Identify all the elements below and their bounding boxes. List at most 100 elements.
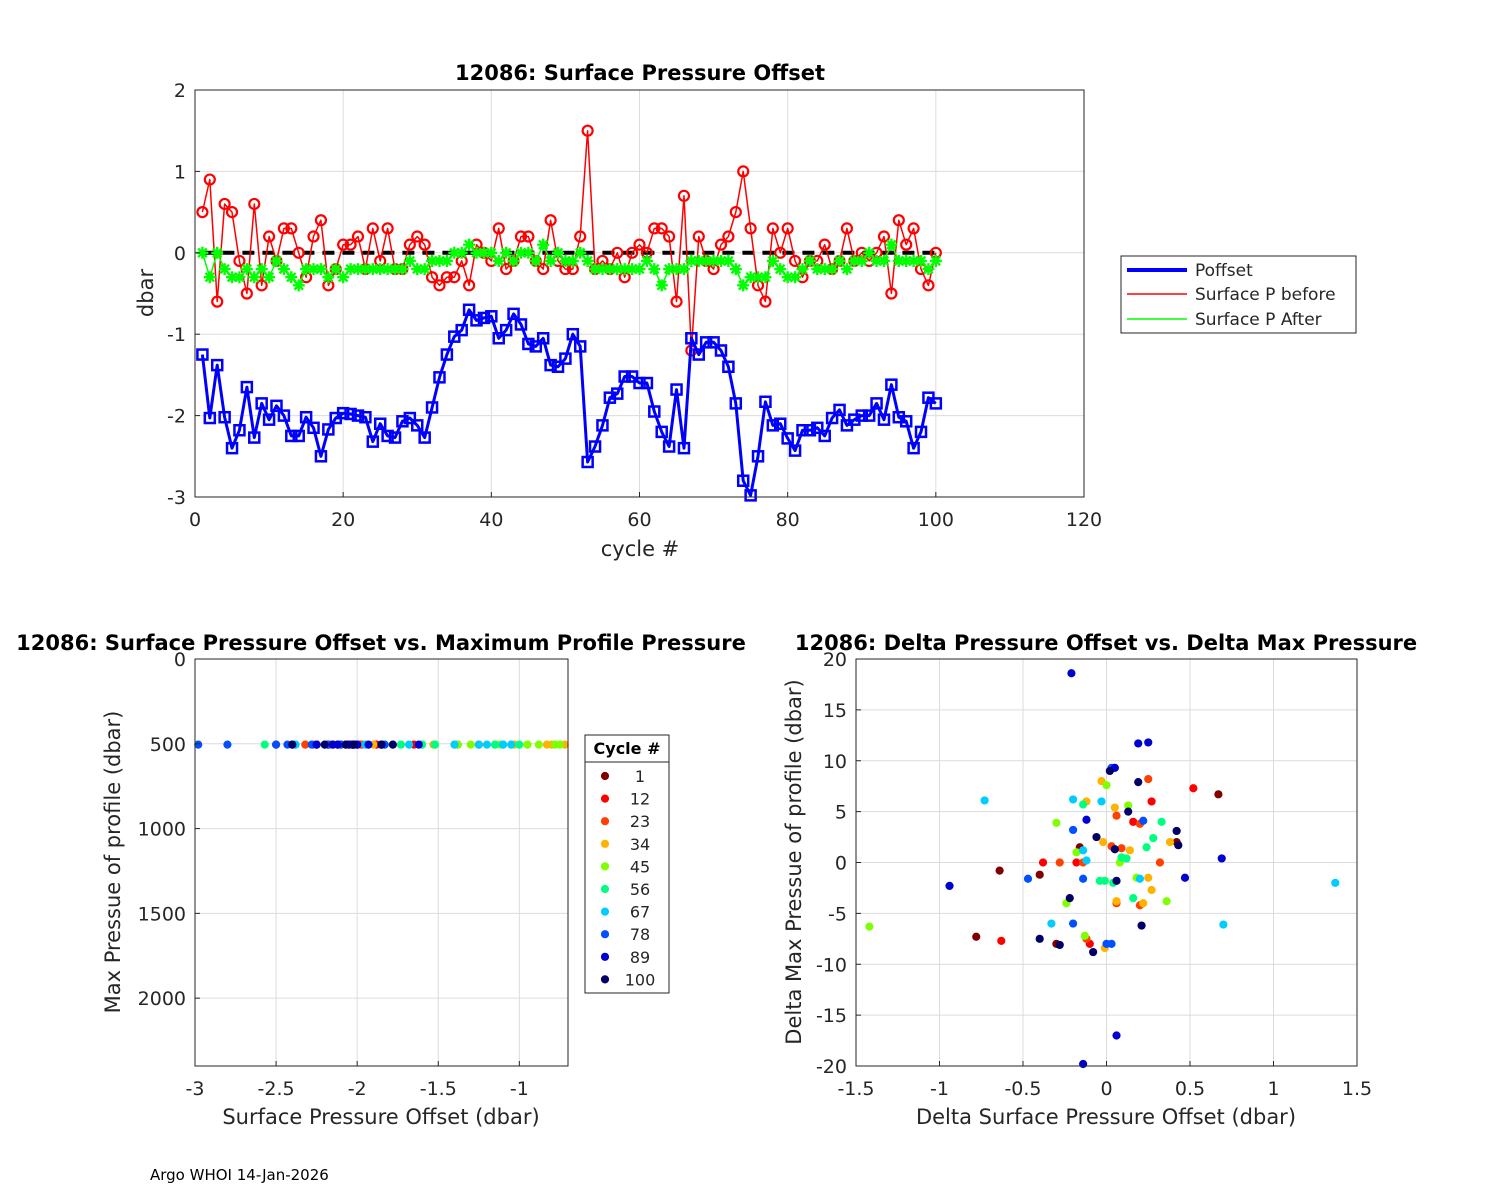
surface-before-point (492, 222, 505, 235)
delta-point (1055, 940, 1064, 950)
surface-before-point (655, 222, 668, 235)
delta-title: 12086: Delta Pressure Offset vs. Delta M… (795, 631, 1417, 655)
surface-before-point (307, 230, 320, 243)
poffset-point (640, 376, 654, 390)
surface-after-point (396, 263, 409, 276)
poffset-point (907, 441, 920, 455)
surface-before-point (292, 246, 305, 259)
legend-label-surface-after: Surface P After (1195, 310, 1322, 330)
delta-point (1139, 816, 1148, 825)
delta-scatter-panel: -1.5 -1 -0.5 0 0.5 1 1.5 -20 -15 -10 -5 0 5 10 15 20 12… (782, 631, 1417, 1129)
delta-point (995, 866, 1004, 875)
surface-after-point (714, 254, 727, 267)
poffset-point (196, 348, 209, 361)
series-line-poffset (200, 308, 937, 497)
poffset-point (877, 413, 891, 426)
delta-point (1147, 885, 1156, 895)
poffset-point (218, 410, 231, 424)
delta-xlabel: Delta Surface Pressure Offset (dbar) (916, 1105, 1296, 1129)
poffset-point (270, 399, 283, 413)
delta-point (1067, 669, 1076, 678)
delta-point (1219, 920, 1228, 929)
maxpressure-point (507, 740, 516, 749)
poffset-point (633, 376, 646, 390)
surface-after-point (448, 246, 461, 259)
delta-point (1082, 815, 1091, 824)
timeseries-ytick-label: -2 (167, 406, 186, 428)
maxpressure-ytick-label: 1000 (138, 819, 186, 841)
cycle-legend-label: 56 (630, 880, 650, 899)
surface-before-point (262, 230, 276, 243)
surface-before-point (418, 238, 431, 251)
poffset-point (870, 397, 883, 410)
delta-point (1082, 856, 1091, 865)
maxpressure-point (288, 740, 297, 749)
poffset-point (692, 348, 706, 361)
poffset-point (781, 432, 794, 445)
poffset-point (492, 332, 505, 345)
delta-point (1069, 919, 1078, 928)
poffset-point (233, 424, 246, 437)
surface-after-point (270, 254, 283, 267)
maxpressure-point (364, 740, 373, 749)
surface-after-point (811, 263, 824, 276)
surface-after-point (840, 263, 853, 276)
delta-point (1035, 934, 1044, 943)
poffset-point (307, 421, 320, 435)
delta-point (1072, 848, 1081, 857)
surface-after-point (640, 254, 653, 267)
delta-point (1217, 854, 1226, 863)
delta-point (1189, 784, 1198, 793)
cycle-legend-label: 12 (630, 790, 650, 809)
poffset-point (514, 318, 528, 331)
surface-before-point (440, 271, 453, 284)
surface-before-point (722, 230, 735, 243)
timeseries-xtick-label: 40 (479, 509, 503, 531)
maxpressure-point (555, 740, 564, 749)
surface-after-point (915, 254, 928, 267)
delta-point (1047, 919, 1056, 928)
poffset-point (855, 409, 868, 422)
maxpressure-ytick-label: 500 (150, 734, 186, 756)
maxpressure-point (396, 740, 406, 749)
surface-after-point (233, 271, 246, 284)
maxpressure-point (466, 740, 475, 749)
surface-after-point (277, 263, 290, 276)
timeseries-ytick-label: 1 (174, 161, 186, 183)
surface-before-point (663, 230, 676, 243)
poffset-point (566, 327, 580, 341)
timeseries-xtick-label: 80 (776, 509, 800, 531)
surface-before-point (877, 230, 891, 243)
delta-point (1122, 854, 1131, 863)
poffset-point (885, 378, 898, 391)
maxpressure-point (482, 740, 492, 749)
surface-after-point (581, 254, 594, 267)
surface-after-point (507, 254, 520, 267)
surface-before-point (255, 279, 268, 292)
poffset-point (744, 489, 757, 502)
poffset-point (588, 440, 602, 453)
timeseries-ytick-label: 0 (174, 243, 186, 265)
delta-ytick-label: -5 (828, 903, 847, 925)
timeseries-ytick-label: 2 (174, 80, 186, 102)
poffset-point (685, 332, 698, 345)
poffset-point (529, 340, 543, 353)
maxpressure-point (515, 740, 524, 749)
surface-before-point (625, 246, 639, 259)
maxpressure-point (404, 740, 414, 749)
poffset-point (210, 358, 224, 372)
surface-before-point (411, 230, 424, 243)
maxpressure-point (341, 740, 350, 749)
surface-after-point (307, 263, 320, 276)
surface-after-point (737, 279, 750, 292)
surface-after-point (596, 263, 609, 276)
surface-after-point (870, 254, 883, 267)
delta-ytick-label: 10 (823, 751, 847, 773)
poffset-point (862, 409, 876, 422)
delta-point (1079, 846, 1088, 855)
poffset-point (440, 348, 454, 361)
timeseries-xtick-label: 100 (918, 509, 954, 531)
poffset-point (811, 421, 824, 435)
cycle-legend-marker (600, 771, 610, 781)
